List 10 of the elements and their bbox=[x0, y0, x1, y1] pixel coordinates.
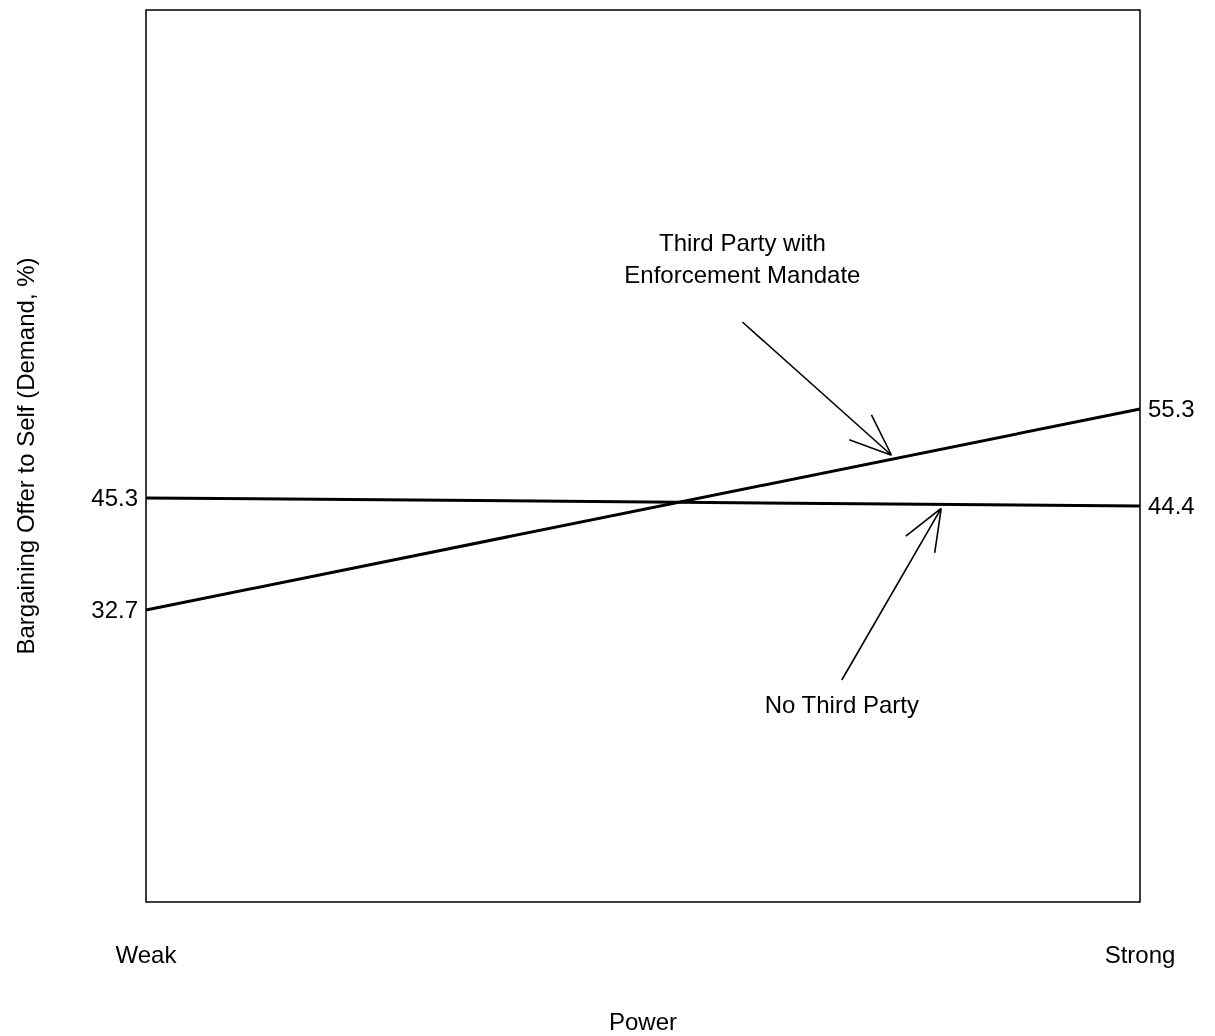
data-label: 44.4 bbox=[1148, 491, 1195, 519]
x-tick-label: Strong bbox=[1104, 941, 1176, 968]
data-label: 32.7 bbox=[91, 596, 138, 623]
y-axis-title: Bargaining Offer to Self (Demand, %) bbox=[12, 257, 39, 655]
text: Third Party with Enforcement Mandate bbox=[624, 229, 861, 288]
data-label: 55.3 bbox=[1148, 395, 1195, 422]
x-tick-label: Weak bbox=[115, 941, 178, 968]
text: No Third Party bbox=[764, 691, 919, 718]
data-label: 45.3 bbox=[91, 483, 138, 511]
x-axis-title: Power bbox=[608, 1008, 678, 1035]
